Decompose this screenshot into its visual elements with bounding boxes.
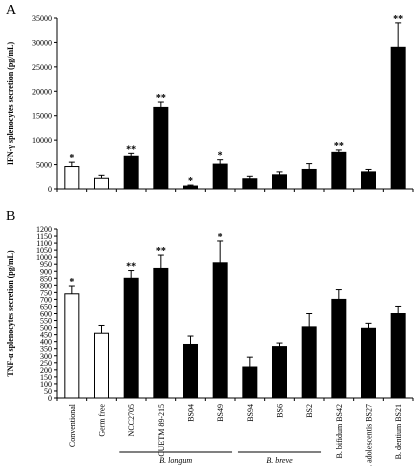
category-label: B. dentium BS21	[394, 404, 403, 459]
bar	[242, 366, 258, 399]
bar	[94, 177, 109, 190]
y-tick-label: 1050	[36, 246, 52, 255]
significance-marker: *	[188, 176, 193, 187]
bar	[331, 151, 347, 190]
panel-a-ifn-gamma-chart: A 0 5000 10000 15000 20000 25000 30000 35000 IFN-…	[6, 3, 414, 194]
y-tick-label: 25000	[32, 63, 52, 72]
category-label: BS2	[305, 404, 314, 418]
y-tick-label: 10000	[32, 136, 52, 145]
group-label: B. breve	[266, 456, 293, 465]
y-tick-label: 550	[40, 317, 52, 326]
y-tick-label: 5000	[36, 161, 52, 170]
bar	[272, 346, 287, 399]
y-tick-label: 350	[40, 345, 52, 354]
y-tick-label: 850	[40, 274, 52, 283]
significance-marker: **	[126, 262, 136, 273]
bar	[123, 277, 139, 399]
y-tick-label: 1000	[36, 253, 52, 262]
y-tick-label: 950	[40, 260, 52, 269]
panel-label: A	[6, 3, 17, 18]
bar	[390, 313, 406, 399]
y-axis-title: TNF-α splenocytes secretion (pg/mL)	[6, 250, 15, 377]
category-label: NCC2705	[127, 404, 136, 436]
y-tick-label: 700	[40, 295, 52, 304]
significance-marker: *	[218, 151, 223, 162]
significance-marker: **	[126, 144, 136, 155]
y-tick-label: 0	[48, 394, 52, 403]
y-tick-label: 300	[40, 352, 52, 361]
y-tick-label: 250	[40, 359, 52, 368]
y-tick-label: 400	[40, 338, 52, 347]
significance-marker: **	[393, 14, 403, 25]
y-tick-label: 50	[44, 387, 52, 396]
bar	[183, 343, 198, 399]
y-axis-title: IFN-γ splenocytes secretion (pg/mL)	[6, 41, 15, 165]
group-label: B. longum	[159, 456, 192, 465]
bar	[242, 178, 258, 190]
category-label: B. bifidum BS42	[335, 404, 344, 458]
bar	[212, 262, 228, 399]
y-tick-label: 1200	[36, 225, 52, 234]
significance-marker: **	[156, 246, 166, 257]
y-tick-label: 200	[40, 366, 52, 375]
bar	[153, 267, 169, 399]
significance-marker: *	[69, 153, 74, 164]
category-label: Conventional	[68, 403, 77, 447]
y-tick-label: 750	[40, 288, 52, 297]
y-tick-label: 650	[40, 302, 52, 311]
y-tick-label: 30000	[32, 38, 52, 47]
bar	[64, 293, 80, 399]
y-tick-label: 0	[48, 185, 52, 194]
significance-marker: **	[156, 93, 166, 104]
bar	[331, 298, 347, 399]
y-tick-label: 35000	[32, 14, 52, 23]
bar	[94, 332, 109, 399]
bar	[390, 46, 406, 190]
y-tick-label: 20000	[32, 87, 52, 96]
y-tick-label: 800	[40, 281, 52, 290]
y-tick-label: 500	[40, 324, 52, 333]
bar	[361, 171, 376, 190]
y-tick-label: 900	[40, 267, 52, 276]
bar	[301, 168, 317, 190]
significance-marker: **	[334, 141, 344, 152]
panel-b-tnf-alpha-chart: B 050100150200250300350400450500550600650…	[6, 209, 414, 403]
bar	[153, 106, 169, 190]
panel-label: B	[6, 209, 15, 224]
category-label: Germ free	[98, 404, 107, 437]
bar	[272, 174, 287, 190]
significance-marker: *	[69, 277, 74, 288]
y-tick-label: 1150	[36, 232, 52, 241]
category-label: CUETM 89-215	[157, 404, 166, 457]
category-label: BS04	[187, 404, 196, 422]
bar	[301, 326, 317, 399]
y-tick-label: 100	[40, 380, 52, 389]
y-tick-label: 600	[40, 310, 52, 319]
bar	[123, 155, 139, 190]
y-tick-label: 450	[40, 331, 52, 340]
y-tick-label: 150	[40, 373, 52, 382]
category-axis-labels: Conventional Germ free NCC2705 CUETM 89-215…	[68, 403, 403, 466]
bar	[361, 327, 376, 399]
category-label: BS6	[276, 404, 285, 418]
bar	[64, 166, 80, 190]
bar	[212, 163, 228, 190]
category-label: BS49	[216, 404, 225, 422]
y-tick-label: 15000	[32, 112, 52, 121]
category-label: BS94	[246, 404, 255, 422]
y-tick-label: 1100	[36, 239, 52, 248]
significance-marker: *	[218, 232, 223, 243]
category-label: B. adolescentis BS27	[365, 404, 374, 466]
